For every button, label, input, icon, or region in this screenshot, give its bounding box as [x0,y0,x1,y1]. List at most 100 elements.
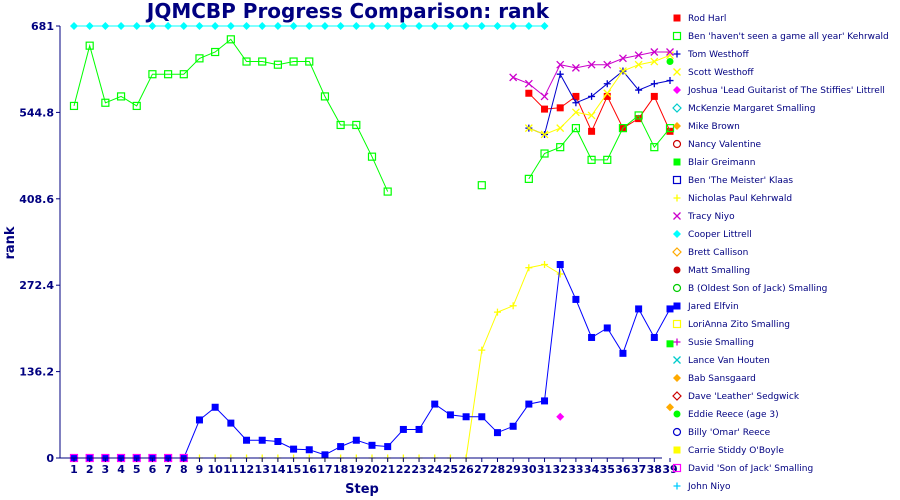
legend-label: Brett Callison [688,248,748,258]
x-tick-label: 38 [647,463,662,476]
x-tick-label: 7 [164,463,172,476]
data-point [383,187,392,196]
data-point [446,411,454,419]
data-point [273,22,282,30]
data-point [493,429,501,437]
x-tick-label: 21 [380,463,395,476]
data-point [289,22,298,30]
legend-label: Rod Harl [688,14,726,24]
x-tick-label: 5 [133,463,141,476]
legend-marker [673,446,681,454]
data-point [572,99,580,107]
legend-item: LoriAnna Zito Smalling [672,319,790,330]
data-point [525,400,533,408]
chart-title: JQMCBP Progress Comparison: rank [145,0,550,23]
y-tick-label: 408.6 [19,193,54,206]
legend-label: McKenzie Margaret Smalling [688,104,815,114]
series-line [73,38,671,192]
legend-marker [673,482,681,490]
data-point [305,57,314,66]
x-tick-label: 10 [208,463,224,476]
data-point [243,436,251,444]
data-point [618,54,627,63]
legend-item: McKenzie Margaret Smalling [672,103,815,114]
data-point [666,48,674,56]
legend-marker [673,158,681,166]
legend-item: Tracy Niyo [673,212,735,222]
data-point [101,22,110,30]
x-tick-label: 19 [349,463,364,476]
data-point [70,22,78,30]
data-point [571,108,580,117]
data-point [477,22,486,30]
data-point [603,89,612,98]
x-tick-label: 9 [196,463,204,476]
legend-marker [672,427,682,437]
data-point [352,436,360,444]
data-point [399,22,408,30]
data-point [509,73,518,82]
x-tick-label: 15 [286,463,301,476]
data-point [572,295,580,303]
data-point [195,22,204,30]
x-tick-label: 26 [458,463,474,476]
legend-label: Billy 'Omar' Reece [688,428,771,438]
data-point [478,413,486,421]
legend-label: Blair Greimann [688,158,755,168]
data-point [211,403,219,411]
legend-label: LoriAnna Zito Smalling [688,320,790,330]
legend-item: Blair Greimann [673,158,755,168]
data-point [556,270,564,278]
legend-item: Jared Elfvin [673,302,739,312]
legend-label: Susie Smalling [688,338,754,348]
legend-item: Brett Callison [672,247,748,258]
data-point [540,149,549,158]
data-point [321,451,329,459]
data-point [524,174,533,183]
legend-item: Joshua 'Lead Guitarist of The Stiffies' … [673,86,885,96]
data-point [603,155,612,164]
data-point [587,111,596,120]
plot-background [60,26,662,458]
legend-label: Cooper Littrell [688,230,752,240]
legend-label: Joshua 'Lead Guitarist of The Stiffies' … [687,86,885,96]
legend-item: John Niyo [673,482,731,492]
legend: Rod Harl Ben 'haven't seen a game all yea… [672,14,889,492]
data-point [603,80,611,88]
data-point [650,143,659,152]
data-point [587,60,596,69]
x-tick-label: 8 [180,463,188,476]
data-point [337,443,345,451]
data-point [666,58,674,66]
data-point [541,105,549,113]
x-tick-label: 30 [521,463,537,476]
data-point [274,438,282,446]
series-3 [524,51,674,139]
data-point [650,333,658,341]
data-point [273,60,282,69]
data-point [258,436,266,444]
x-tick-label: 16 [302,463,318,476]
x-tick-label: 23 [411,463,426,476]
legend-item: Matt Smalling [673,266,750,276]
x-tick-label: 32 [553,463,568,476]
legend-marker [672,175,682,185]
data-point [336,22,345,30]
data-point [415,22,424,30]
data-point [415,425,423,433]
data-point [305,22,314,30]
series-11 [509,48,674,101]
x-tick-label: 12 [239,463,254,476]
legend-item: Ben 'The Meister' Klaas [672,175,793,186]
data-point [666,403,674,412]
legend-item: Billy 'Omar' Reece [672,427,771,438]
legend-item: Rod Harl [673,14,726,24]
data-point [650,48,659,56]
data-point [666,340,674,348]
legend-item: Dave 'Leather' Sedgwick [672,391,800,402]
x-tick-label: 14 [270,463,286,476]
legend-label: Scott Westhoff [688,68,754,78]
series-line [528,92,671,133]
